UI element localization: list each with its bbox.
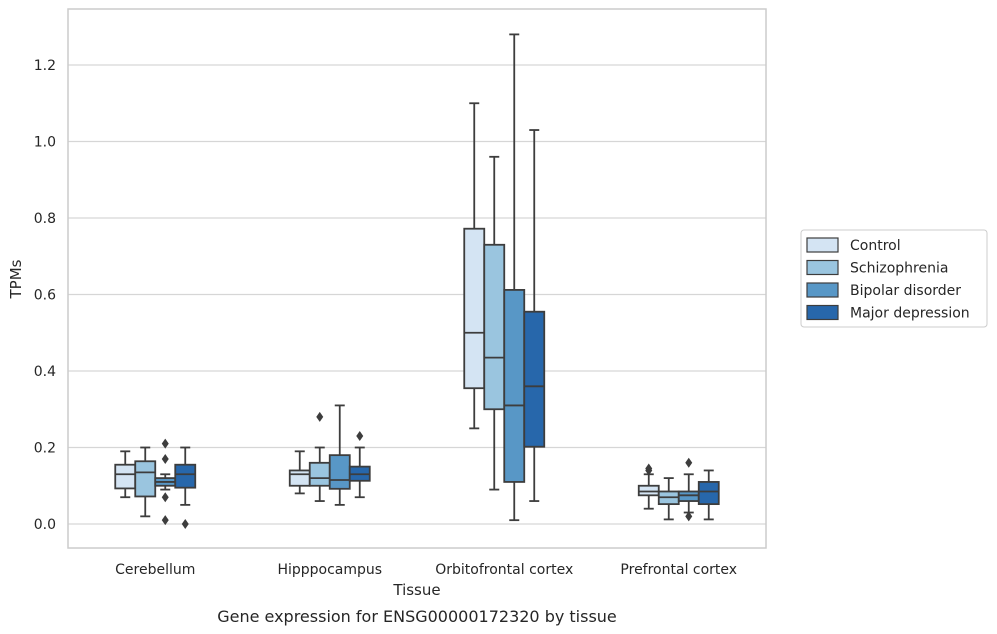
legend-swatch [806, 259, 839, 276]
box-0-1 [134, 446, 157, 518]
box-1-3 [348, 431, 371, 499]
box-0-0 [114, 450, 137, 499]
legend-swatch [806, 237, 839, 253]
legend-item: Control [806, 237, 901, 254]
box-body [288, 469, 311, 487]
legend-label: Bipolar disorder [850, 283, 961, 299]
outlier-point [161, 492, 169, 503]
y-tick-labels: 0.0 0.2 0.4 0.6 0.8 1.0 1.2 [34, 58, 56, 533]
outlier-point [161, 438, 169, 449]
plot-area-frame [67, 8, 767, 549]
box-body [134, 460, 157, 498]
box-0-3 [174, 446, 197, 529]
y-axis-title: TPMs [7, 259, 25, 299]
outlier-point [645, 463, 653, 474]
box-body [174, 463, 197, 489]
y-tick-label: 0.2 [34, 441, 56, 457]
x-axis-title: Tissue [392, 581, 440, 599]
legend-item: Major depression [806, 304, 970, 322]
x-tick-label: Hipppocampus [277, 562, 382, 578]
legend-swatch [806, 304, 839, 321]
outlier-point [161, 453, 169, 464]
legend-item: Schizophrenia [806, 259, 948, 277]
box-0-2 [154, 438, 177, 526]
box-body [328, 454, 351, 490]
legend-label: Schizophrenia [850, 261, 948, 277]
outlier-point [356, 431, 364, 442]
box-body [483, 243, 506, 411]
box-1-0 [288, 450, 311, 495]
box-body [308, 461, 331, 487]
box-2-2 [503, 33, 526, 522]
chart-caption: Gene expression for ENSG00000172320 by t… [217, 607, 617, 626]
box-3-0 [637, 463, 660, 510]
legend-item: Bipolar disorder [806, 282, 961, 299]
box-body [523, 310, 546, 448]
grid-lines [68, 64, 766, 525]
outlier-point [181, 519, 189, 529]
y-tick-label: 1.2 [34, 58, 56, 74]
x-tick-label: Orbitofrontal cortex [435, 562, 573, 578]
x-tick-label: Cerebellum [115, 562, 195, 578]
box-2-0 [463, 102, 486, 430]
boxes [114, 33, 720, 529]
box-2-3 [523, 129, 546, 502]
y-tick-label: 0.0 [34, 517, 56, 533]
box-2-1 [483, 155, 506, 491]
box-body [697, 481, 720, 506]
box-body [503, 289, 526, 483]
y-tick-label: 1.0 [34, 135, 56, 151]
outlier-point [316, 411, 324, 422]
box-body [114, 463, 137, 490]
legend-frame [800, 229, 988, 328]
box-3-3 [697, 469, 720, 521]
box-1-1 [308, 411, 331, 502]
box-body [463, 227, 486, 390]
legend-label: Major depression [850, 306, 970, 322]
box-body [677, 490, 700, 502]
box-body [637, 484, 660, 497]
y-tick-label: 0.4 [34, 364, 56, 380]
box-3-2 [677, 457, 700, 522]
x-tick-label: Prefrontal cortex [620, 562, 737, 578]
outlier-point [685, 457, 693, 468]
legend-swatch [806, 282, 839, 298]
y-tick-label: 0.6 [34, 288, 56, 304]
y-tick-label: 0.8 [34, 211, 56, 227]
legend: Control Schizophrenia Bipolar disorder Majo… [800, 229, 988, 328]
box-3-1 [657, 477, 680, 521]
outlier-point [685, 511, 693, 522]
box-1-2 [328, 404, 351, 506]
outlier-point [161, 515, 169, 526]
legend-label: Control [850, 238, 901, 254]
x-tick-labels: Cerebellum Hipppocampus Orbitofrontal cort… [115, 562, 737, 578]
